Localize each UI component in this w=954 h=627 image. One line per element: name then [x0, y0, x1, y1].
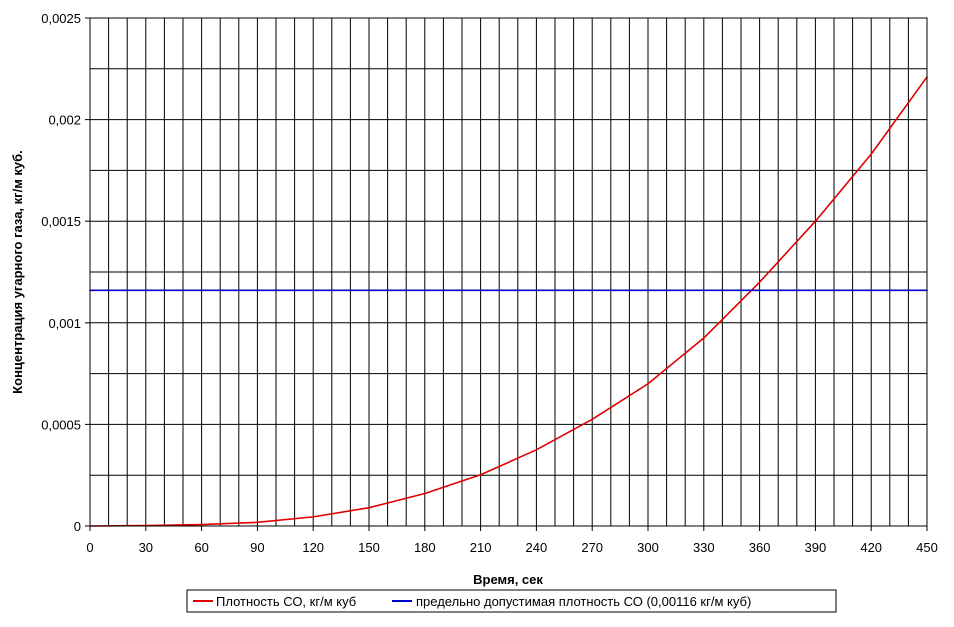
y-tick-label: 0,0015	[41, 214, 81, 229]
legend: Плотность СО, кг/м куб предельно допусти…	[186, 589, 837, 613]
grid	[89, 17, 928, 527]
legend-label-limit: предельно допустимая плотность СО (0,001…	[416, 594, 751, 609]
legend-box	[186, 589, 837, 613]
x-tick-label: 120	[302, 540, 324, 555]
y-tick-label: 0,001	[48, 316, 81, 331]
x-tick-label: 30	[139, 540, 153, 555]
x-tick-label: 60	[194, 540, 208, 555]
x-tick-label: 390	[805, 540, 827, 555]
x-tick-label: 360	[749, 540, 771, 555]
x-tick-label: 150	[358, 540, 380, 555]
x-tick-label: 90	[250, 540, 264, 555]
y-axis: 0 0,0005 0,001 0,0015 0,002 0,0025	[41, 11, 90, 534]
x-axis: 0 30 60 90 120 150 180 210 240 270 300 330 360 390 420…	[86, 526, 938, 555]
x-axis-title: Время, сек	[473, 572, 543, 587]
x-tick-label: 210	[470, 540, 492, 555]
x-tick-label: 300	[637, 540, 659, 555]
legend-label-co: Плотность СО, кг/м куб	[216, 594, 356, 609]
x-tick-label: 270	[581, 540, 603, 555]
x-tick-label: 180	[414, 540, 436, 555]
x-tick-label: 330	[693, 540, 715, 555]
plot-frame	[89, 17, 928, 527]
series-layer	[89, 76, 928, 527]
y-tick-label: 0,002	[48, 113, 81, 128]
y-tick-label: 0,0005	[41, 417, 81, 432]
x-tick-label: 240	[526, 540, 548, 555]
y-tick-label: 0,0025	[41, 11, 81, 26]
x-tick-label: 450	[916, 540, 938, 555]
y-axis-title: Концентрация угарного газа, кг/м куб.	[10, 150, 25, 394]
x-tick-label: 0	[86, 540, 93, 555]
series-line-co-density	[89, 76, 928, 527]
x-tick-label: 420	[860, 540, 882, 555]
y-tick-label: 0	[74, 519, 81, 534]
